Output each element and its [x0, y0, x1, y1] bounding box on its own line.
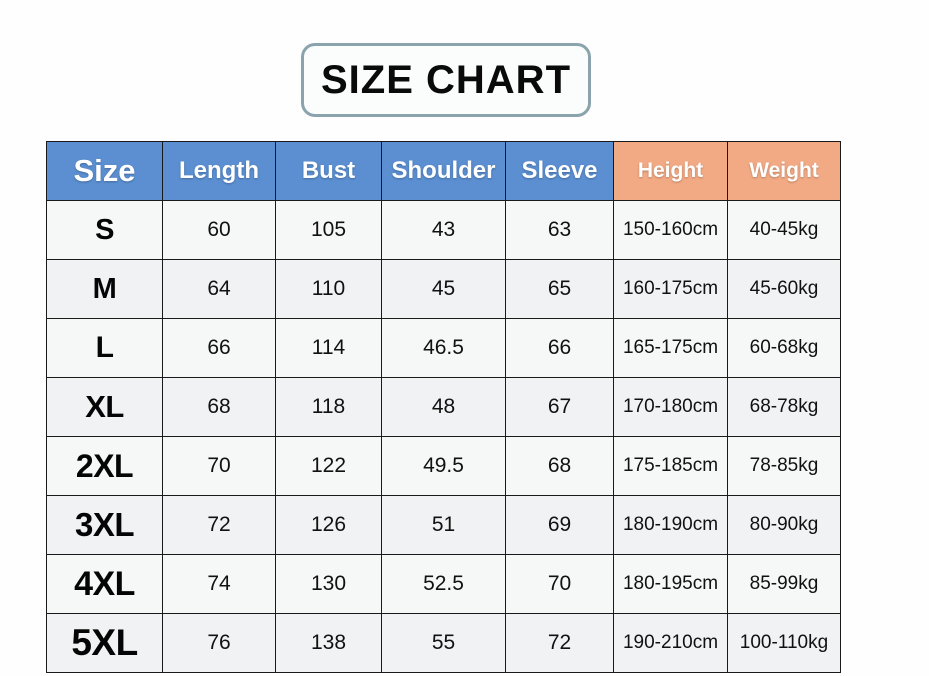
size-chart-table: Size Length Bust Shoulder Sleeve Height … [46, 141, 841, 673]
cell-sleeve: 67 [505, 377, 614, 437]
column-header-shoulder: Shoulder [381, 141, 506, 201]
cell-size: 4XL [46, 554, 163, 614]
cell-size: L [46, 318, 163, 378]
cell-height: 160-175cm [613, 259, 728, 319]
size-chart-title-badge: SIZE CHART [301, 43, 591, 117]
cell-height: 190-210cm [613, 613, 728, 673]
cell-height: 180-190cm [613, 495, 728, 555]
cell-bust: 110 [275, 259, 382, 319]
cell-weight: 40-45kg [727, 200, 841, 260]
table-header-row: Size Length Bust Shoulder Sleeve Height … [46, 141, 841, 201]
cell-height: 175-185cm [613, 436, 728, 496]
cell-bust: 118 [275, 377, 382, 437]
cell-sleeve: 68 [505, 436, 614, 496]
cell-sleeve: 66 [505, 318, 614, 378]
cell-bust: 138 [275, 613, 382, 673]
cell-length: 76 [162, 613, 276, 673]
cell-weight: 100-110kg [727, 613, 841, 673]
page-title: SIZE CHART [321, 58, 571, 102]
cell-bust: 114 [275, 318, 382, 378]
cell-height: 165-175cm [613, 318, 728, 378]
table-row: 2XL 70 122 49.5 68 175-185cm 78-85kg [46, 436, 841, 496]
table-row: L 66 114 46.5 66 165-175cm 60-68kg [46, 318, 841, 378]
cell-height: 170-180cm [613, 377, 728, 437]
cell-weight: 78-85kg [727, 436, 841, 496]
cell-size: 2XL [46, 436, 163, 496]
column-header-size: Size [46, 141, 163, 201]
cell-weight: 45-60kg [727, 259, 841, 319]
cell-length: 68 [162, 377, 276, 437]
column-header-sleeve: Sleeve [505, 141, 614, 201]
cell-height: 180-195cm [613, 554, 728, 614]
cell-shoulder: 48 [381, 377, 506, 437]
cell-length: 74 [162, 554, 276, 614]
table-row: S 60 105 43 63 150-160cm 40-45kg [46, 200, 841, 260]
cell-height: 150-160cm [613, 200, 728, 260]
cell-bust: 122 [275, 436, 382, 496]
cell-length: 72 [162, 495, 276, 555]
cell-bust: 130 [275, 554, 382, 614]
cell-sleeve: 70 [505, 554, 614, 614]
cell-shoulder: 52.5 [381, 554, 506, 614]
cell-weight: 60-68kg [727, 318, 841, 378]
cell-weight: 68-78kg [727, 377, 841, 437]
cell-weight: 80-90kg [727, 495, 841, 555]
cell-size: XL [46, 377, 163, 437]
table-row: XL 68 118 48 67 170-180cm 68-78kg [46, 377, 841, 437]
cell-bust: 126 [275, 495, 382, 555]
cell-length: 64 [162, 259, 276, 319]
table-header: Size Length Bust Shoulder Sleeve Height … [46, 141, 841, 201]
cell-size: S [46, 200, 163, 260]
cell-sleeve: 63 [505, 200, 614, 260]
table-body: S 60 105 43 63 150-160cm 40-45kg M 64 110 45 65 160-… [46, 200, 841, 673]
cell-size: 3XL [46, 495, 163, 555]
column-header-length: Length [162, 141, 276, 201]
table-row: 4XL 74 130 52.5 70 180-195cm 85-99kg [46, 554, 841, 614]
table-row: M 64 110 45 65 160-175cm 45-60kg [46, 259, 841, 319]
table-row: 3XL 72 126 51 69 180-190cm 80-90kg [46, 495, 841, 555]
cell-shoulder: 49.5 [381, 436, 506, 496]
cell-shoulder: 51 [381, 495, 506, 555]
column-header-bust: Bust [275, 141, 382, 201]
cell-sleeve: 65 [505, 259, 614, 319]
column-header-weight: Weight [727, 141, 841, 201]
cell-shoulder: 45 [381, 259, 506, 319]
cell-shoulder: 55 [381, 613, 506, 673]
cell-shoulder: 46.5 [381, 318, 506, 378]
cell-length: 70 [162, 436, 276, 496]
cell-weight: 85-99kg [727, 554, 841, 614]
cell-bust: 105 [275, 200, 382, 260]
cell-size: 5XL [46, 613, 163, 673]
cell-length: 66 [162, 318, 276, 378]
column-header-height: Height [613, 141, 728, 201]
cell-sleeve: 69 [505, 495, 614, 555]
cell-shoulder: 43 [381, 200, 506, 260]
cell-sleeve: 72 [505, 613, 614, 673]
cell-size: M [46, 259, 163, 319]
cell-length: 60 [162, 200, 276, 260]
table-row: 5XL 76 138 55 72 190-210cm 100-110kg [46, 613, 841, 673]
